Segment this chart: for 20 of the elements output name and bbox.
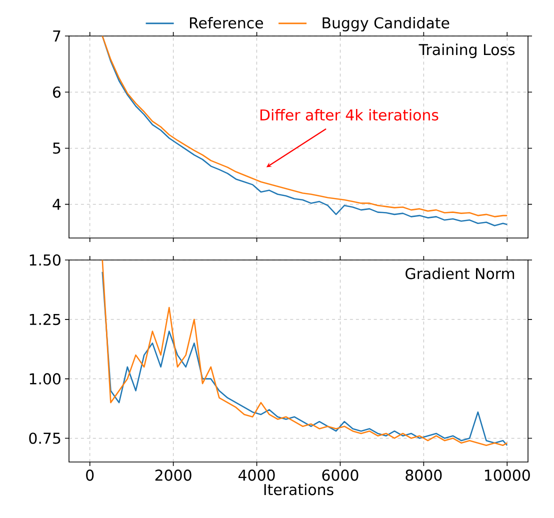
x-tick-label: 0 [86,470,94,481]
y-tick-label: 5 [53,142,60,154]
chart-title: Training Loss [418,44,515,58]
legend-label: Buggy Candidate [322,16,450,32]
y-tick-label: 6 [53,86,61,98]
y-tick-label: 1.50 [30,254,60,266]
chart-title: Gradient Norm [406,268,514,280]
y-tick-label: 1.25 [30,314,60,326]
x-axis-title: Iterations [264,484,334,496]
y-tick-label: 4 [52,198,61,210]
y-tick-label: 0.75 [29,432,60,444]
annotation: Differ after 4k iterations [260,109,438,121]
legend-label: Reference [190,16,263,29]
x-tick-label: 8000 [406,470,442,481]
x-tick-label: 2000 [155,470,192,481]
y-tick-label: 7 [53,30,60,42]
x-tick-label: 4000 [238,470,275,481]
x-tick-label: 6000 [322,470,358,481]
x-tick-label: 10000 [485,470,530,481]
y-tick-label: 1.00 [30,373,60,384]
